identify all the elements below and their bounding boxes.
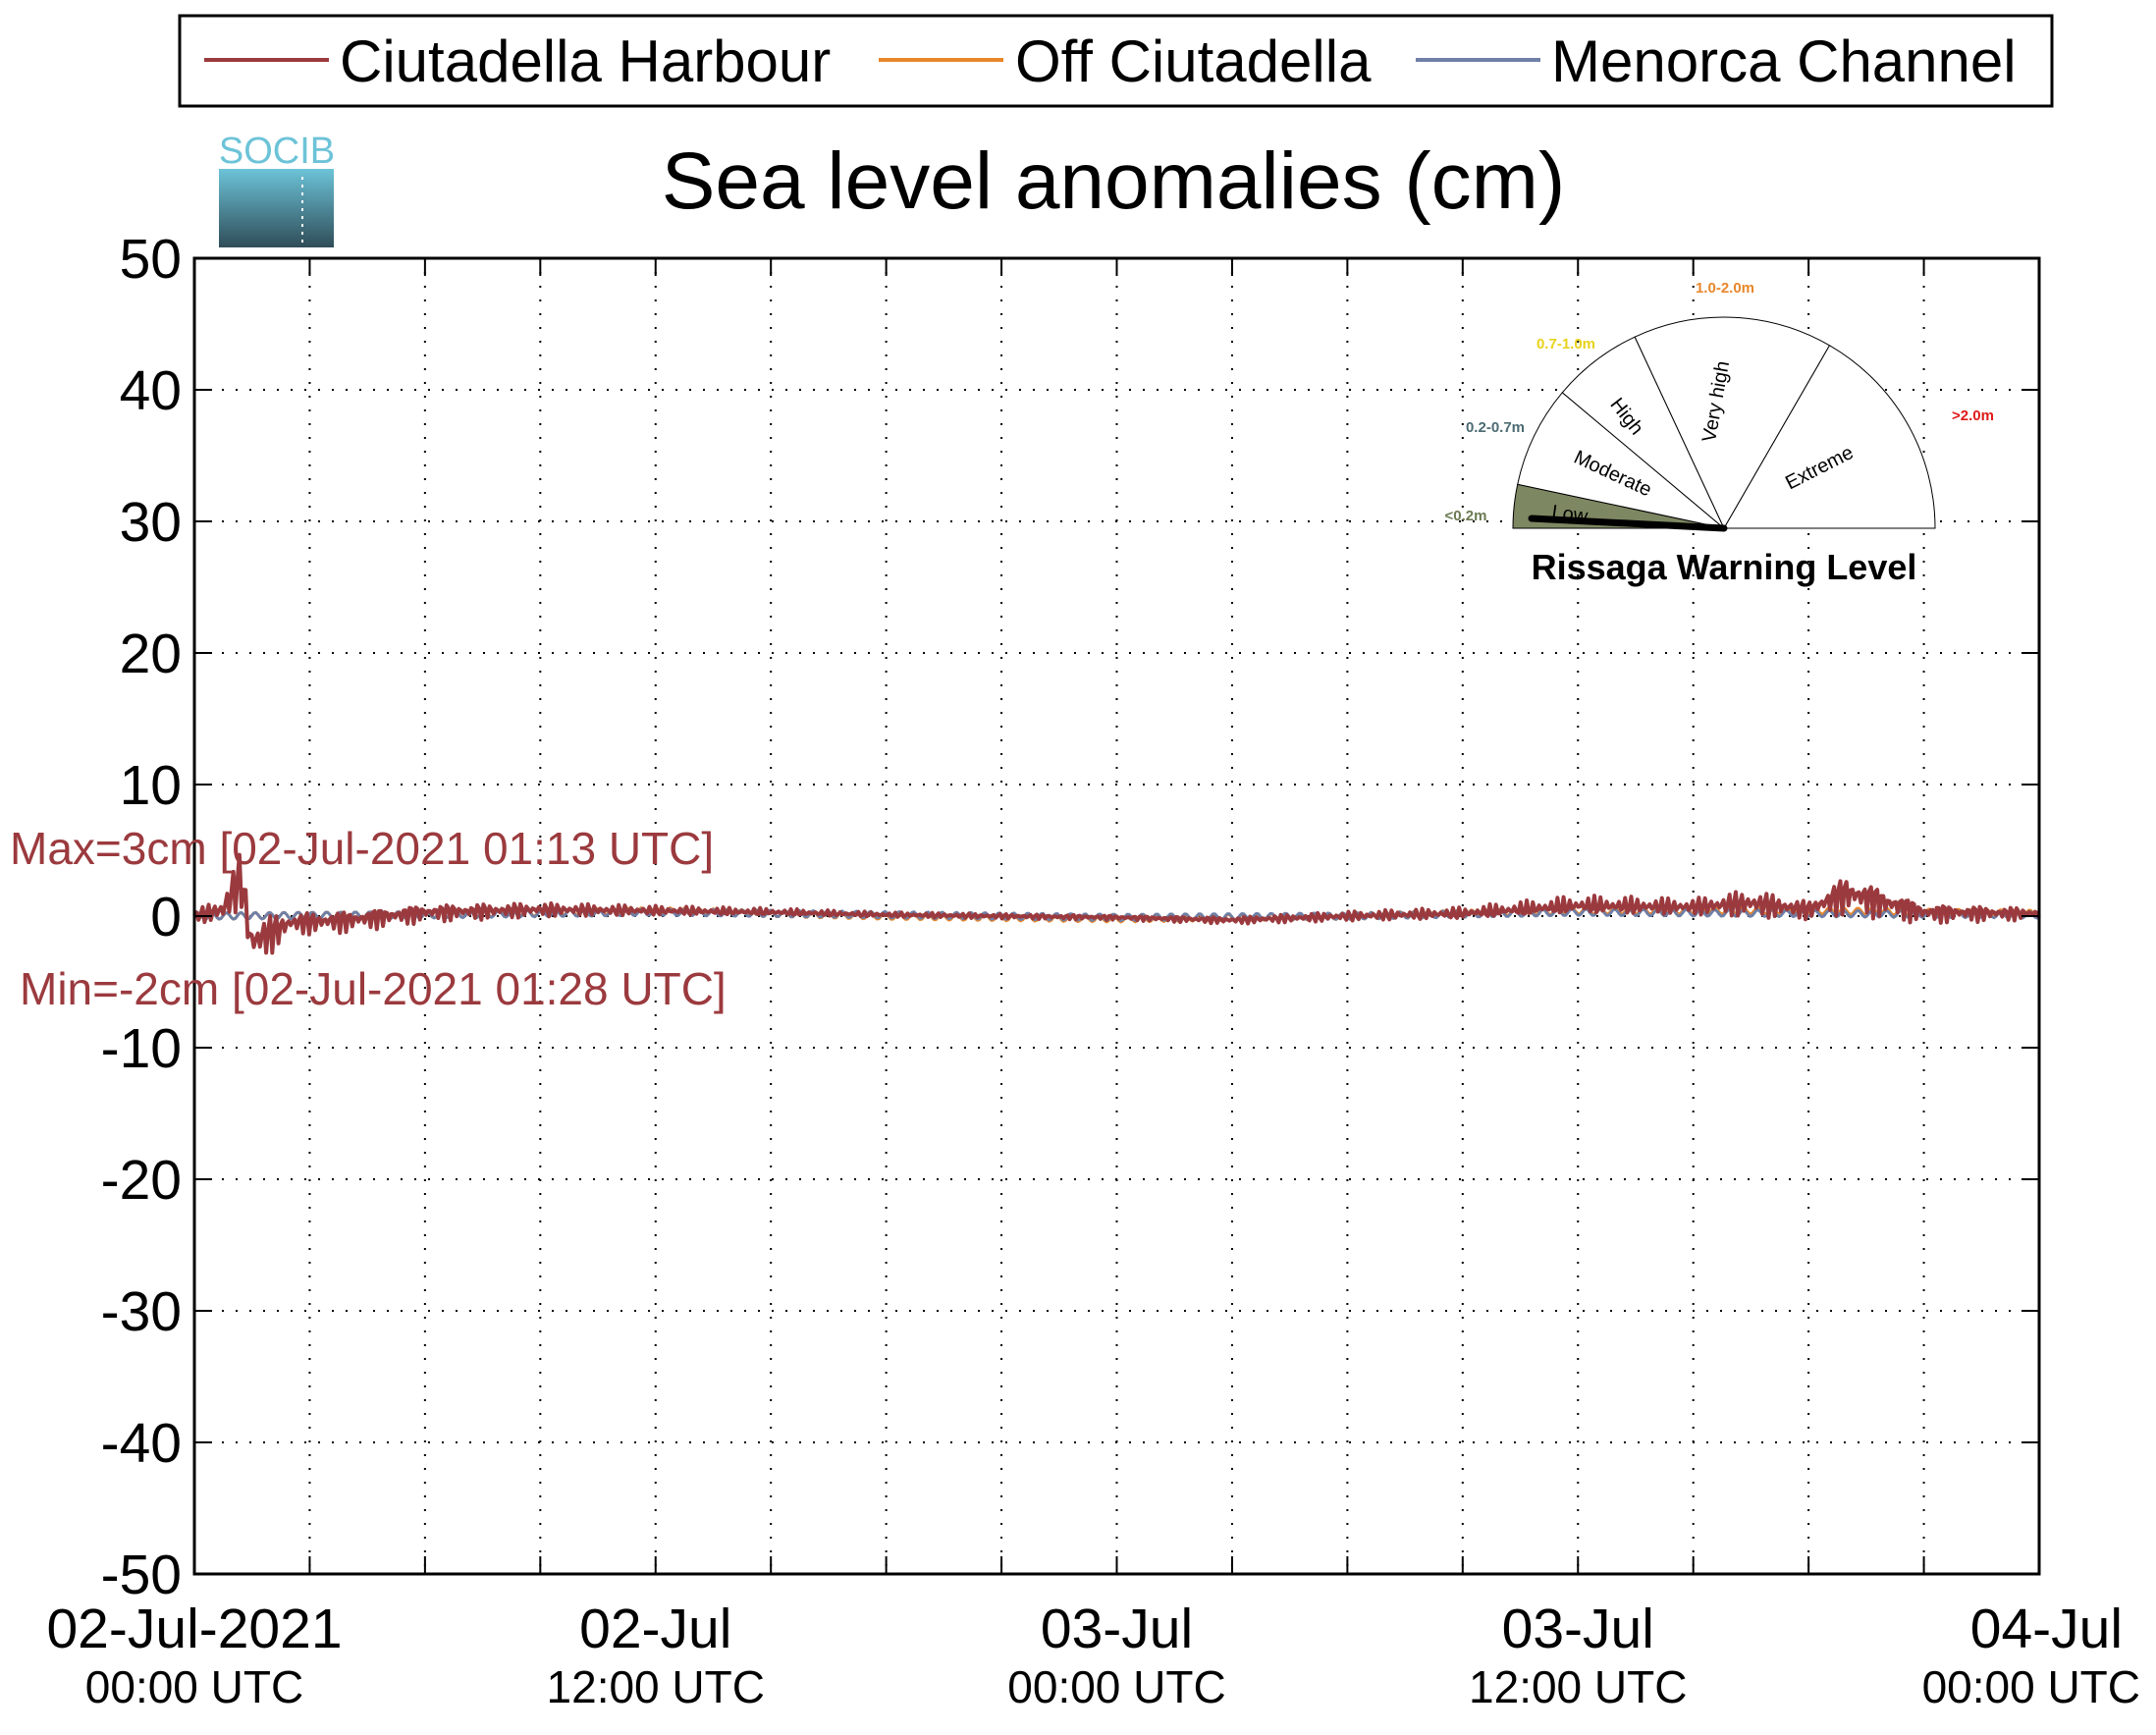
gauge-sector-moderate bbox=[1517, 392, 1725, 529]
gauge-title: Rissaga Warning Level bbox=[1532, 547, 1917, 587]
axis-ticks bbox=[193, 257, 2040, 1575]
chart-title: Sea level anomalies (cm) bbox=[662, 136, 1566, 226]
legend-box bbox=[178, 14, 2054, 108]
x-tick-time-label: 00:00 UTC bbox=[1922, 1661, 2140, 1712]
gauge-range-label: >2.0m bbox=[1952, 407, 1994, 424]
y-tick-label: 40 bbox=[120, 359, 182, 422]
logo-block bbox=[219, 169, 334, 247]
gauge-sector-very-high bbox=[1634, 316, 1831, 530]
gauge-range-label: 1.0-2.0m bbox=[1696, 280, 1754, 297]
legend: Ciutadella Harbour Off Ciutadella Menorc… bbox=[178, 14, 2054, 108]
legend-label-off-ciutadella: Off Ciutadella bbox=[1015, 28, 1372, 94]
x-tick-date-label: 04-Jul bbox=[1970, 1598, 2123, 1660]
y-tick-label: 20 bbox=[120, 623, 182, 685]
gauge-range-label: 0.2-0.7m bbox=[1466, 419, 1525, 436]
x-tick-time-label: 00:00 UTC bbox=[1007, 1661, 1225, 1712]
y-tick-label: 30 bbox=[120, 491, 182, 554]
x-tick-time-label: 12:00 UTC bbox=[1469, 1661, 1687, 1712]
min-annotation: Min=-2cm [02-Jul-2021 01:28 UTC] bbox=[20, 963, 727, 1014]
y-tick-label: 10 bbox=[120, 754, 182, 817]
series-line-ciutadella-harbour bbox=[192, 852, 2041, 955]
y-tick-label: -40 bbox=[101, 1412, 182, 1475]
series-layer bbox=[192, 852, 2041, 955]
logo-text: SOCIB bbox=[219, 131, 335, 172]
x-tick-time-label: 12:00 UTC bbox=[547, 1661, 765, 1712]
y-axis-tick-labels: 50 40 30 20 10 0 -10 -20 -30 -40 -50 bbox=[101, 228, 182, 1606]
y-tick-label: -30 bbox=[101, 1280, 182, 1343]
y-tick-label: 50 bbox=[120, 228, 182, 291]
x-tick-date-label: 03-Jul bbox=[1502, 1598, 1654, 1660]
legend-label-menorca-channel: Menorca Channel bbox=[1551, 28, 2017, 94]
x-tick-time-label: 00:00 UTC bbox=[85, 1661, 303, 1712]
y-tick-label: -50 bbox=[101, 1544, 182, 1606]
x-tick-date-label: 03-Jul bbox=[1041, 1598, 1193, 1660]
legend-label-ciutadella-harbour: Ciutadella Harbour bbox=[340, 28, 831, 94]
x-tick-date-label: 02-Jul bbox=[579, 1598, 731, 1660]
gauge-range-label: 0.7-1.0m bbox=[1536, 336, 1595, 352]
socib-logo: SOCIB bbox=[219, 131, 335, 247]
gauge-needle bbox=[1528, 515, 1728, 532]
max-annotation: Max=3cm [02-Jul-2021 01:13 UTC] bbox=[10, 823, 714, 874]
x-tick-date-label: 02-Jul-2021 bbox=[46, 1598, 342, 1660]
gauge-range-label: <0.2m bbox=[1445, 508, 1487, 524]
y-tick-label: -10 bbox=[101, 1017, 182, 1080]
y-tick-label: 0 bbox=[150, 886, 182, 949]
y-tick-label: -20 bbox=[101, 1149, 182, 1212]
gauge-sector-extreme bbox=[1723, 345, 1936, 529]
